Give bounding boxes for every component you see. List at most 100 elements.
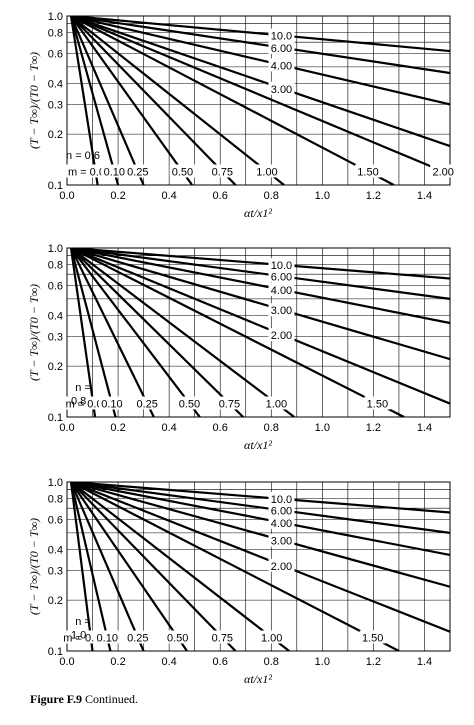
x-tick-label: 0.2 <box>110 190 125 202</box>
y-tick-label: 0.8 <box>48 259 63 271</box>
series-label-bg <box>364 396 391 410</box>
y-tick-label: 0.3 <box>48 99 63 111</box>
y-tick-label: 0.4 <box>48 78 63 90</box>
chart-panel-1: 0.0 0.2 0.4 0.6 0.8 1.0 1.2 1.4 0.1 0.2 0.3 0.4 0.6 0… <box>0 0 474 230</box>
x-axis-label: αt/x1² <box>244 672 272 686</box>
chart-3: 0.0 0.2 0.4 0.6 0.8 1.0 1.2 1.4 0.1 0.2 0.3 0.4 0.6 0… <box>27 477 451 686</box>
n-label: n = <box>75 382 91 394</box>
series-label-bg <box>176 396 203 410</box>
n-value: 0.8 <box>71 396 86 408</box>
series-line <box>69 248 117 417</box>
series-label: 0.75 <box>219 398 240 410</box>
curves <box>69 16 450 185</box>
series-label-bg <box>124 630 151 644</box>
series-label: 0.75 <box>212 632 233 644</box>
series-label-bg <box>263 396 290 410</box>
series-label-bg <box>355 164 382 178</box>
y-tick-label: 0.8 <box>48 27 63 39</box>
series-line <box>70 16 450 75</box>
series-label-bg <box>101 164 128 178</box>
figure-caption-text: Continued. <box>85 692 139 706</box>
series-label: 0.50 <box>172 166 193 178</box>
x-tick-label: 1.0 <box>315 190 330 202</box>
y-axis-label: (T − T∞)/(T0 − T∞) <box>27 284 41 381</box>
series-line <box>69 16 145 185</box>
series-label-bg <box>94 630 121 644</box>
series-line <box>70 482 188 651</box>
n-label: n = <box>75 616 91 628</box>
series-line <box>70 482 450 633</box>
series-label: 6.00 <box>271 271 292 283</box>
series-label-bg <box>124 164 151 178</box>
series-label-bg <box>268 81 295 95</box>
series-label: 0.50 <box>179 398 200 410</box>
series-label-bg <box>268 515 295 529</box>
series-line <box>69 16 99 185</box>
curves <box>69 248 450 417</box>
x-tick-label: 0.4 <box>161 422 176 434</box>
series-label: 10.0 <box>271 31 292 43</box>
series-label: 0.50 <box>167 632 188 644</box>
series-line <box>70 248 450 280</box>
y-tick-label: 1.0 <box>48 243 63 255</box>
figure-caption: Figure F.9 Continued. <box>30 692 138 707</box>
series-label-bg <box>216 396 243 410</box>
series-label-bg <box>268 492 295 506</box>
series-line <box>70 482 450 588</box>
x-tick-label: 0.6 <box>213 422 228 434</box>
series-line <box>70 248 450 405</box>
series-line <box>70 248 201 417</box>
x-tick-label: 1.4 <box>417 656 432 668</box>
series-line <box>70 248 295 417</box>
chart-2: 0.0 0.2 0.4 0.6 0.8 1.0 1.2 1.4 0.1 0.2 0.3 0.4 0.6 0… <box>27 243 451 452</box>
series-line <box>70 248 450 325</box>
chart-svg-1: 0.0 0.2 0.4 0.6 0.8 1.0 1.2 1.4 0.1 0.2 0.3 0.4 0.6 0… <box>27 11 457 220</box>
series-line <box>70 248 244 417</box>
series-label: 4.00 <box>271 60 292 72</box>
y-axis-label: (T − T∞)/(T0 − T∞) <box>27 518 41 615</box>
series-label: 0.25 <box>127 632 148 644</box>
series-label: 2.00 <box>271 330 292 342</box>
x-tick-label: 0.8 <box>264 656 279 668</box>
x-tick-label: 0.2 <box>110 656 125 668</box>
series-label: 4.00 <box>271 518 292 530</box>
series-label-bg <box>268 58 295 72</box>
plot-frame <box>66 481 451 652</box>
chart-svg-2: 0.0 0.2 0.4 0.6 0.8 1.0 1.2 1.4 0.1 0.2 0.3 0.4 0.6 0… <box>27 243 451 452</box>
x-axis-label: αt/x1² <box>244 206 272 220</box>
series-label-bg <box>430 164 457 178</box>
series-label: 6.00 <box>271 505 292 517</box>
x-tick-label: 0.6 <box>213 656 228 668</box>
series-label: 1.00 <box>266 398 287 410</box>
series-label: 1.00 <box>261 632 282 644</box>
series-label: 1.50 <box>367 398 388 410</box>
series-label: 3.00 <box>271 305 292 317</box>
figure-label: Figure F.9 <box>30 692 83 706</box>
x-tick-label: 1.0 <box>315 422 330 434</box>
y-tick-label: 0.1 <box>48 412 63 424</box>
series-label: 1.50 <box>357 166 378 178</box>
series-line <box>69 482 145 651</box>
series-label: 0.10 <box>97 632 118 644</box>
plot-frame <box>66 15 451 186</box>
series-label: 0.25 <box>127 166 148 178</box>
x-tick-label: 1.0 <box>315 656 330 668</box>
series-line <box>70 248 450 361</box>
series-label: 10.0 <box>271 494 292 506</box>
series-label: 4.00 <box>271 285 292 297</box>
y-tick-label: 1.0 <box>48 477 63 489</box>
series-label-bg <box>268 282 295 296</box>
series-label: 10.0 <box>271 260 292 272</box>
y-tick-label: 0.3 <box>48 331 63 343</box>
series-line <box>70 482 290 651</box>
series-line <box>69 482 112 651</box>
series-line <box>70 16 450 176</box>
chart-panel-2: 0.0 0.2 0.4 0.6 0.8 1.0 1.2 1.4 0.1 0.2 0.3 0.4 0.6 0… <box>0 232 474 462</box>
series-line <box>70 248 405 417</box>
y-tick-label: 0.2 <box>48 129 63 141</box>
series-line <box>70 248 155 417</box>
series-label-bg <box>268 269 295 283</box>
series-label-bg <box>258 630 285 644</box>
series-line <box>70 16 450 148</box>
series-label: 0.10 <box>101 398 122 410</box>
